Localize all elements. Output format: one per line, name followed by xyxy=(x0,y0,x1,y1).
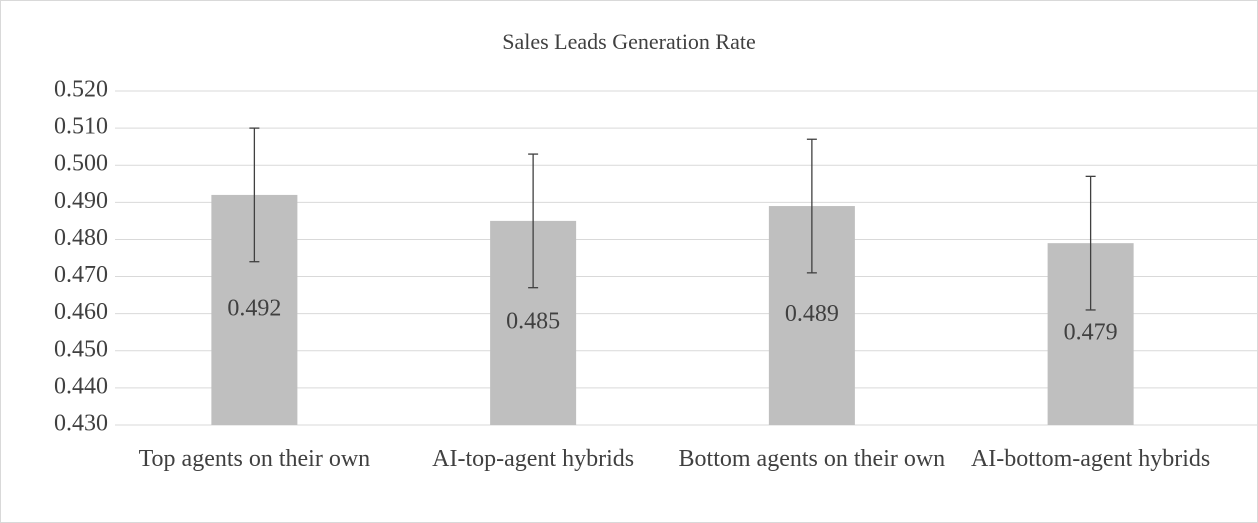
y-tick-label: 0.500 xyxy=(54,151,108,177)
y-tick-label: 0.520 xyxy=(54,77,108,103)
y-tick-label: 0.490 xyxy=(54,188,108,214)
y-tick-label: 0.460 xyxy=(54,299,108,325)
y-tick-label: 0.430 xyxy=(54,411,108,437)
data-label: 0.492 xyxy=(227,295,281,321)
y-tick-label: 0.450 xyxy=(54,336,108,362)
x-tick-label: Bottom agents on their own xyxy=(678,446,946,472)
x-tick-label: Top agents on their own xyxy=(138,446,371,472)
y-tick-label: 0.440 xyxy=(54,373,108,399)
data-label: 0.485 xyxy=(506,308,560,334)
y-tick-label: 0.470 xyxy=(54,262,108,288)
x-tick-label: AI-top-agent hybrids xyxy=(432,446,635,472)
y-tick-label: 0.480 xyxy=(54,225,108,251)
data-label: 0.489 xyxy=(785,301,839,327)
x-tick-label: AI-bottom-agent hybrids xyxy=(970,446,1211,472)
data-label: 0.479 xyxy=(1064,320,1118,346)
y-tick-label: 0.510 xyxy=(54,114,108,140)
chart-title: Sales Leads Generation Rate xyxy=(502,29,756,54)
